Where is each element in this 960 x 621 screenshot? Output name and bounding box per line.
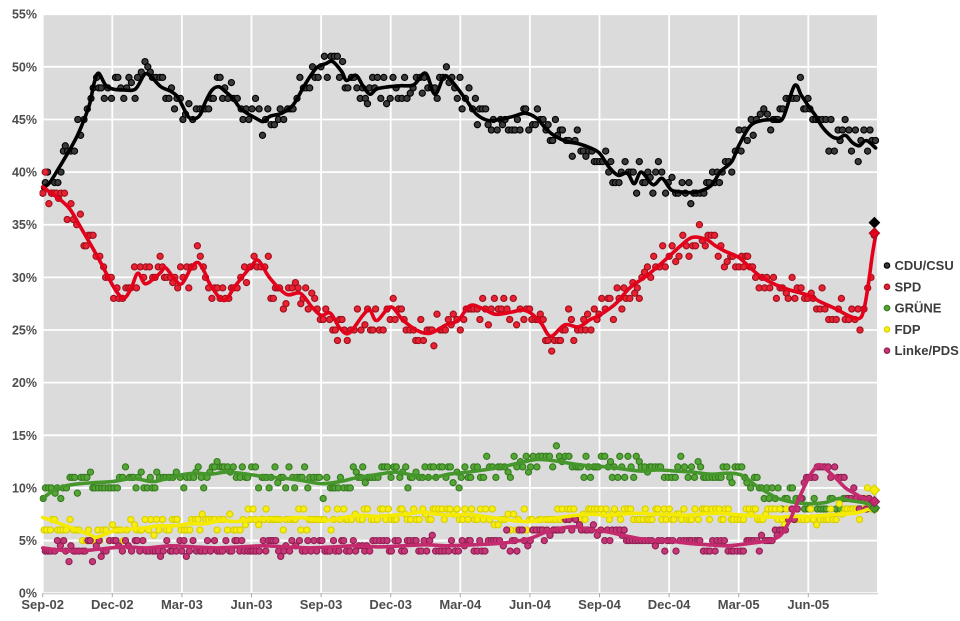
x-axis-label: Jun-04 <box>509 597 552 612</box>
legend-item-gr-ne: GRÜNE <box>883 301 942 316</box>
legend-item-fdp: FDP <box>883 322 921 337</box>
x-axis-label: Jun-05 <box>787 597 829 612</box>
legend-marker-gr-ne-icon <box>883 304 891 312</box>
x-axis-label: Mar-04 <box>439 597 482 612</box>
x-axis-label: Sep-03 <box>300 597 343 612</box>
x-axis-label: Jun-03 <box>231 597 273 612</box>
y-axis-label: 15% <box>12 429 37 443</box>
legend-marker-spd-icon <box>883 283 891 291</box>
y-axis-label: 35% <box>12 218 37 232</box>
election-result-markers <box>868 216 881 514</box>
legend-label-spd: SPD <box>895 279 922 294</box>
y-axis-label: 30% <box>12 271 37 285</box>
election-result-marker-spd <box>868 227 881 240</box>
y-axis-label: 40% <box>12 166 37 180</box>
legend-marker-linke-pds-icon <box>883 347 891 355</box>
y-axis-label: 45% <box>12 113 37 127</box>
y-axis-label: 50% <box>12 60 37 74</box>
trend-line-fdp <box>40 505 878 540</box>
trend-line-gr-ne <box>40 457 878 508</box>
trend-line-linke-pds <box>40 462 878 553</box>
election-result-marker-fdp <box>868 484 881 496</box>
legend-item-linke-pds: Linke/PDS <box>883 343 960 358</box>
y-axis-label: 0% <box>19 587 37 601</box>
x-axis-label: Mar-05 <box>718 597 760 612</box>
y-axis-labels: 0% 5% 10% 15% 20% 25% 30% 35% 40% 45% 50% 55% <box>12 8 37 601</box>
y-axis-label: 10% <box>12 481 37 495</box>
y-axis-label: 55% <box>12 8 37 22</box>
x-axis-label: Sep-04 <box>578 597 621 612</box>
election-result-marker-gr-ne <box>868 502 881 514</box>
x-axis-label: Dec-04 <box>648 597 691 612</box>
x-axis-label: Sep-02 <box>21 597 64 612</box>
x-axis-label: Mar-03 <box>161 597 203 612</box>
y-axis-label: 5% <box>19 534 37 548</box>
legend-item-cdu-csu: CDU/CSU <box>883 258 954 273</box>
legend-marker-fdp-icon <box>883 326 891 333</box>
x-axis-label: Dec-03 <box>369 597 412 612</box>
legend-label-linke-pds: Linke/PDS <box>895 343 960 358</box>
y-axis-label: 25% <box>12 324 37 338</box>
legend-label-gr-ne: GRÜNE <box>895 301 942 316</box>
legend-label-fdp: FDP <box>895 322 921 337</box>
legend-marker-cdu-csu-icon <box>883 262 891 269</box>
legend-item-spd: SPD <box>883 279 922 294</box>
x-axis-label: Dec-02 <box>91 597 134 612</box>
y-axis-label: 20% <box>12 376 37 390</box>
trend-line-cdu-csu <box>40 59 878 195</box>
x-axis-labels: Sep-02 Dec-02 Mar-03 Jun-03 Sep-03 Dec-03 Mar-… <box>21 593 829 612</box>
trend-line-spd <box>40 185 878 339</box>
legend: CDU/CSU SPD GRÜNE FDP Linke/PDS <box>883 258 960 358</box>
legend-label-cdu-csu: CDU/CSU <box>895 258 954 273</box>
election-result-marker-linke-pds <box>868 495 881 508</box>
axes: 0% 5% 10% 15% 20% 25% 30% 35% 40% 45% 50% 55% Sep-02… <box>12 8 878 612</box>
